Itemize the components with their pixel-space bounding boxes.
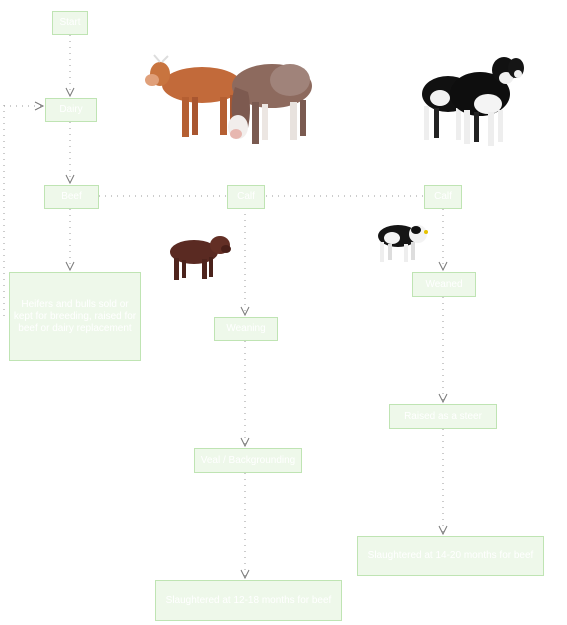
node-right-step-2: Raised as a steer	[389, 404, 497, 429]
holstein-cows-image	[422, 57, 524, 146]
node-second: Dairy	[45, 98, 97, 122]
holstein-calf-image	[378, 225, 428, 262]
node-mid-step-3: Slaughtered at 12-18 months for beef	[155, 580, 342, 621]
node-left-row: Beef	[44, 185, 99, 209]
node-mid-step-1: Weaning	[214, 317, 278, 341]
node-top: Start	[52, 11, 88, 35]
node-right-step-3: Slaughtered at 14-20 months for beef	[357, 536, 544, 576]
node-mid-step-2: Veal / Backgrounding	[194, 448, 302, 473]
node-left-description: Heifers and bulls sold or kept for breed…	[9, 272, 141, 361]
brown-cows-image	[145, 54, 312, 144]
node-right-step-1: Weaned	[412, 272, 476, 297]
node-right-row: Calf	[424, 185, 462, 209]
node-mid-row: Calf	[227, 185, 265, 209]
brown-calf-image	[170, 236, 231, 280]
